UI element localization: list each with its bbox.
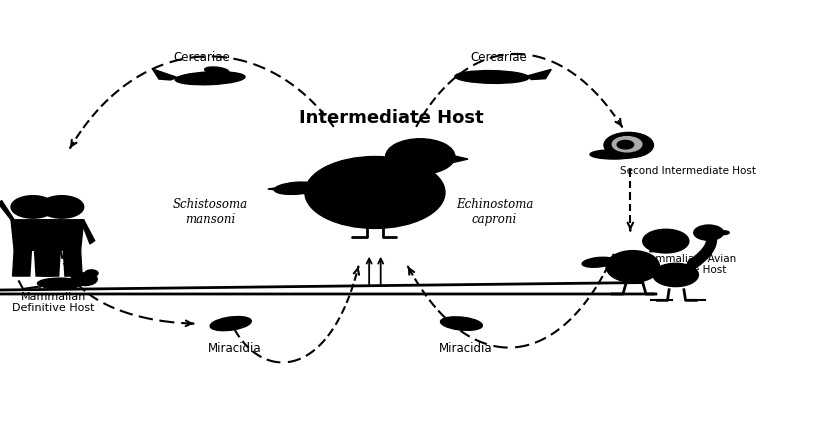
Polygon shape	[527, 69, 551, 80]
Ellipse shape	[582, 257, 615, 267]
Text: Miracidia: Miracidia	[438, 343, 493, 355]
Ellipse shape	[204, 67, 229, 74]
Ellipse shape	[37, 278, 82, 288]
Circle shape	[40, 196, 84, 218]
Ellipse shape	[274, 182, 319, 195]
Polygon shape	[50, 220, 58, 244]
Ellipse shape	[176, 72, 245, 85]
Polygon shape	[152, 69, 177, 80]
Circle shape	[11, 196, 55, 218]
Text: Miracidia: Miracidia	[208, 343, 262, 355]
Text: Mammalian
Definitive Host: Mammalian Definitive Host	[12, 291, 95, 313]
Text: Schistosoma
mansoni: Schistosoma mansoni	[172, 198, 248, 225]
Polygon shape	[268, 184, 301, 192]
Ellipse shape	[455, 71, 529, 83]
Polygon shape	[35, 250, 54, 276]
Circle shape	[612, 137, 642, 152]
Ellipse shape	[653, 263, 698, 287]
Polygon shape	[452, 155, 468, 163]
Polygon shape	[41, 250, 60, 276]
Polygon shape	[0, 201, 14, 220]
Ellipse shape	[713, 231, 729, 235]
Polygon shape	[81, 220, 95, 244]
Ellipse shape	[606, 250, 659, 283]
Polygon shape	[11, 220, 55, 250]
Circle shape	[694, 225, 723, 240]
Circle shape	[643, 229, 689, 253]
Circle shape	[629, 147, 645, 156]
Ellipse shape	[635, 266, 658, 275]
Polygon shape	[649, 245, 674, 252]
Circle shape	[85, 270, 98, 277]
Polygon shape	[63, 250, 82, 276]
Text: Cercariae: Cercariae	[174, 51, 230, 63]
Circle shape	[305, 157, 445, 228]
Ellipse shape	[441, 317, 482, 330]
Ellipse shape	[590, 150, 638, 159]
Circle shape	[604, 132, 653, 158]
Circle shape	[617, 140, 634, 149]
Ellipse shape	[210, 316, 251, 331]
Text: Second Intermediate Host: Second Intermediate Host	[620, 166, 756, 176]
Text: Mammalian/ Avian
Definitive Host: Mammalian/ Avian Definitive Host	[640, 253, 736, 275]
Text: Cercariae: Cercariae	[471, 51, 527, 63]
Polygon shape	[12, 250, 31, 276]
Text: Echinostoma
caproni: Echinostoma caproni	[456, 198, 533, 225]
Circle shape	[73, 273, 97, 286]
Circle shape	[386, 139, 455, 174]
Polygon shape	[29, 220, 43, 244]
Text: Intermediate Host: Intermediate Host	[299, 110, 484, 127]
Polygon shape	[40, 220, 84, 250]
